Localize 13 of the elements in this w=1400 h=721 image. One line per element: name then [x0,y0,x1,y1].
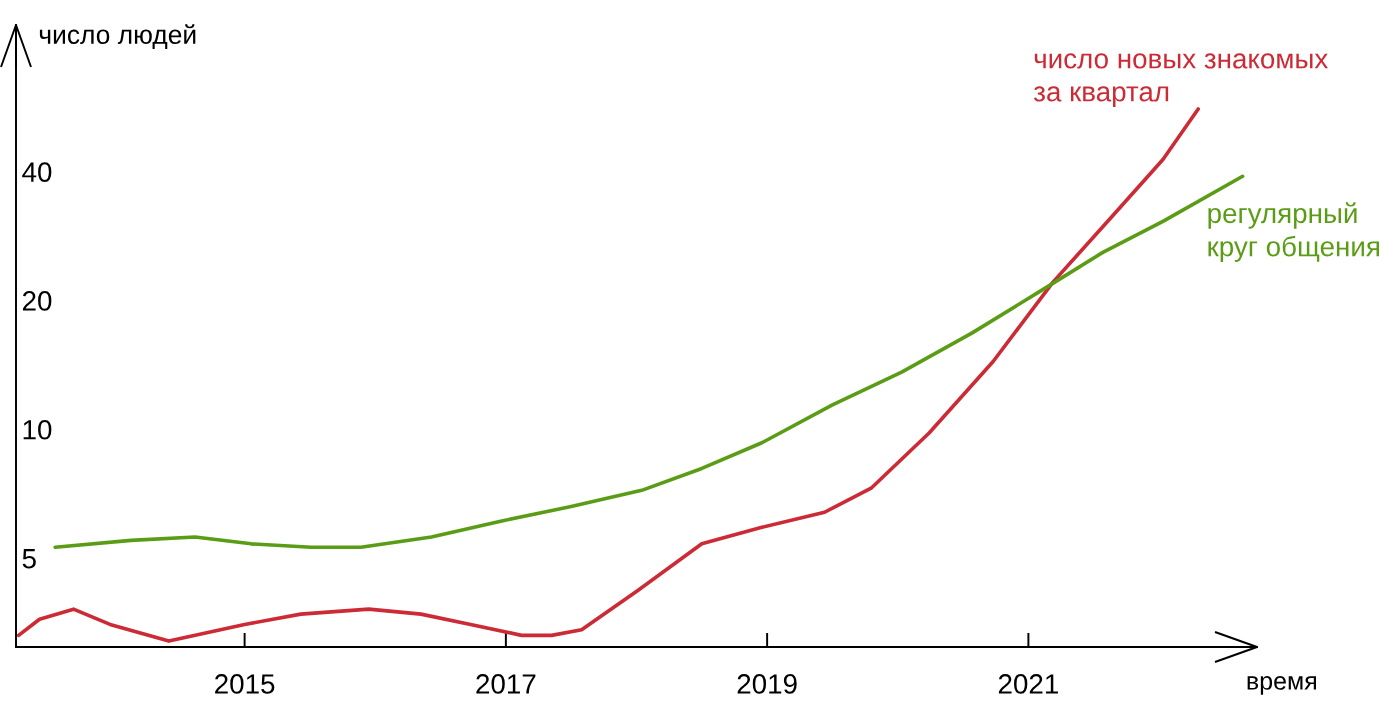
y-tick-label: 10 [23,419,52,440]
x-tick-label: 2021 [998,674,1058,694]
series-label: регулярный круг общения [1208,202,1379,262]
y-tick-label: 40 [22,162,52,182]
x-tick-label: 2019 [737,674,797,694]
series-label: число новых знакомых за квартал [1033,53,1328,108]
line-series [16,107,1201,643]
y-tick-label: 5 [22,549,36,569]
x-axis-title: время [1247,676,1316,695]
y-axis-title: число людей [39,24,196,50]
x-tick-label: 2015 [215,674,275,694]
y-tick-label: 20 [22,291,52,311]
x-tick-label: 2017 [476,674,536,694]
